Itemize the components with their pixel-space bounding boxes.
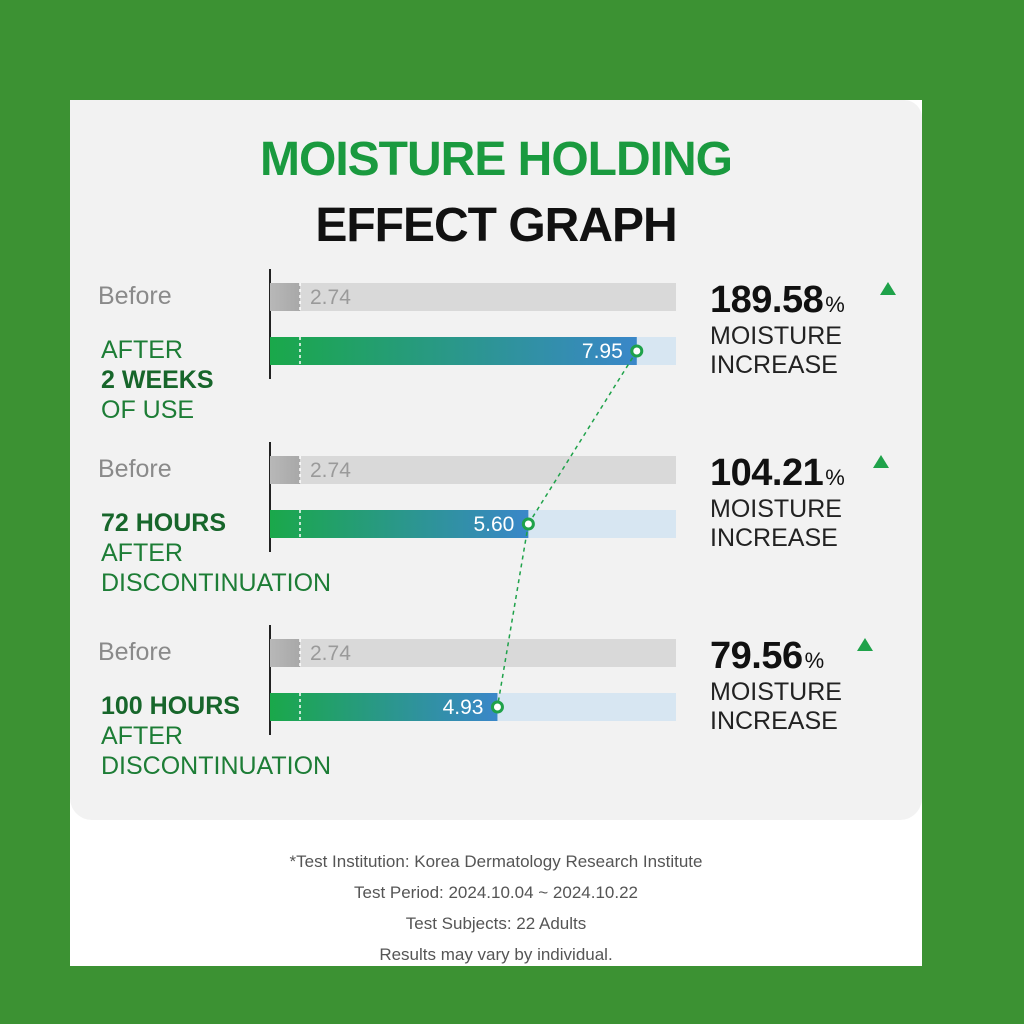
increase-caption-2: INCREASE (710, 524, 838, 552)
group-label-line: DISCONTINUATION (101, 569, 332, 597)
after-value-label: 4.93 (443, 696, 484, 719)
footnote-line: Results may vary by individual. (379, 945, 613, 964)
title-line-1: MOISTURE HOLDING (260, 133, 733, 186)
footnote-line: Test Subjects: 22 Adults (405, 914, 587, 933)
increase-value: 79.56 (710, 635, 803, 677)
group-label-line: DISCONTINUATION (101, 752, 332, 780)
increase-value: 104.21 (710, 452, 824, 494)
increase-caption-1: MOISTURE (710, 322, 842, 350)
group-label-line: OF USE (101, 396, 195, 424)
after-value-label: 5.60 (473, 513, 514, 536)
endpoint-marker (630, 344, 644, 358)
endpoint-marker (521, 517, 535, 531)
increase-caption-2: INCREASE (710, 351, 838, 379)
before-bar (270, 639, 300, 667)
group-label-line: 72 HOURS (101, 509, 227, 537)
after-bar (270, 693, 498, 721)
before-value-label: 2.74 (310, 459, 351, 482)
trend-connector-line (496, 523, 530, 708)
increase-unit: % (804, 648, 825, 673)
group-label: AFTER 2 WEEKS OF USE (101, 335, 214, 425)
group-label-line: AFTER (101, 722, 183, 750)
group-label: 72 HOURS AFTER DISCONTINUATION (101, 508, 331, 598)
after-bar (270, 510, 529, 538)
increase-caption-1: MOISTURE (710, 678, 842, 706)
trend-connector-line (527, 350, 638, 525)
after-value-label: 7.95 (582, 340, 623, 363)
before-bar (270, 456, 300, 484)
group-label-line: 100 HOURS (101, 692, 240, 720)
infographic-card: MOISTURE HOLDING EFFECT GRAPH 2.74 7.95 2.… (70, 100, 922, 966)
before-bar-track (270, 283, 676, 311)
increase-block: 104.21% MOISTURE INCREASE (710, 452, 845, 553)
moisture-bar-chart: 2.74 7.95 2.74 5.60 2.74 4.93 (269, 269, 676, 735)
group-label-line: AFTER (101, 336, 183, 364)
increase-unit: % (825, 465, 845, 490)
increase-value: 189.58 (710, 279, 824, 321)
endpoint-marker (490, 700, 504, 714)
increase-up-arrow-icon (857, 638, 873, 651)
increase-unit: % (825, 292, 845, 317)
increase-caption-2: INCREASE (710, 707, 838, 735)
group-label-line: AFTER (101, 539, 183, 567)
increase-up-arrow-icon (880, 282, 896, 295)
increase-block: 189.58% MOISTURE INCREASE (710, 279, 845, 380)
before-value-label: 2.74 (310, 642, 351, 665)
after-bar (270, 337, 637, 365)
group-label: 100 HOURS AFTER DISCONTINUATION (101, 691, 331, 781)
group-label-line: 2 WEEKS (101, 366, 214, 394)
before-label: Before (98, 282, 172, 310)
title-line-2: EFFECT GRAPH (315, 199, 677, 252)
chart-panel: MOISTURE HOLDING EFFECT GRAPH 2.74 7.95 2.… (70, 100, 922, 820)
footnote-line: Test Period: 2024.10.04 ~ 2024.10.22 (353, 883, 639, 902)
before-label: Before (98, 638, 172, 666)
before-bar-track (270, 639, 676, 667)
increase-up-arrow-icon (873, 455, 889, 468)
before-label: Before (98, 455, 172, 483)
increase-caption-1: MOISTURE (710, 495, 842, 523)
before-bar-track (270, 456, 676, 484)
before-bar (270, 283, 300, 311)
footnote-line: *Test Institution: Korea Dermatology Res… (289, 852, 703, 871)
increase-block: 79.56% MOISTURE INCREASE (710, 635, 842, 736)
before-value-label: 2.74 (310, 286, 351, 309)
